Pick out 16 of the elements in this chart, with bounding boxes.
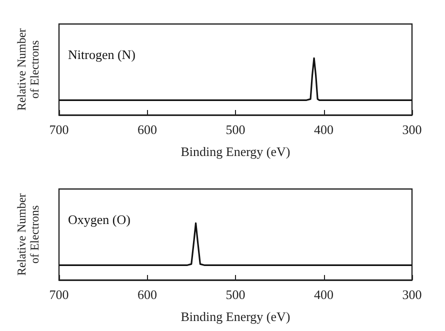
x-tick-label: 300 (402, 122, 422, 137)
y-axis-title: Relative Number of Electrons (14, 193, 42, 276)
x-tick-label: 600 (138, 122, 157, 137)
annotation: Nitrogen (N) (68, 47, 136, 62)
x-tick-label: 500 (226, 287, 246, 302)
x-tick-label: 700 (49, 122, 69, 137)
x-tick-label: 400 (314, 287, 334, 302)
x-tick-label: 400 (314, 122, 334, 137)
y-axis-title: Relative Number of Electrons (14, 28, 42, 111)
annotation: Oxygen (O) (68, 212, 130, 227)
x-tick-label: 300 (402, 287, 422, 302)
x-tick-label: 600 (138, 287, 157, 302)
x-tick-label: 700 (49, 287, 69, 302)
x-tick-label: 500 (226, 122, 246, 137)
x-axis-title: Binding Energy (eV) (180, 309, 290, 324)
x-axis-title: Binding Energy (eV) (180, 144, 290, 159)
